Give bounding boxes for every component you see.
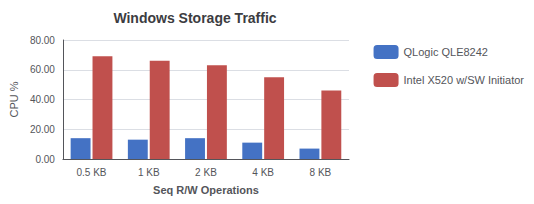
svg-text:Seq R/W Operations: Seq R/W Operations [153,184,259,196]
svg-text:40.00: 40.00 [30,94,55,105]
svg-text:CPU %: CPU % [8,81,20,117]
svg-text:Windows Storage Traffic: Windows Storage Traffic [113,10,276,26]
svg-text:2 KB: 2 KB [195,167,217,178]
svg-text:20.00: 20.00 [30,124,55,135]
svg-text:1 KB: 1 KB [138,167,160,178]
svg-text:QLogic QLE8242: QLogic QLE8242 [404,46,488,58]
svg-text:Intel X520 w/SW Initiator: Intel X520 w/SW Initiator [404,74,525,86]
svg-text:0.5 KB: 0.5 KB [77,167,107,178]
svg-text:80.00: 80.00 [30,35,55,46]
svg-text:0.00: 0.00 [35,154,55,165]
svg-text:60.00: 60.00 [30,64,55,75]
svg-text:8 KB: 8 KB [310,167,332,178]
svg-text:4 KB: 4 KB [252,167,274,178]
